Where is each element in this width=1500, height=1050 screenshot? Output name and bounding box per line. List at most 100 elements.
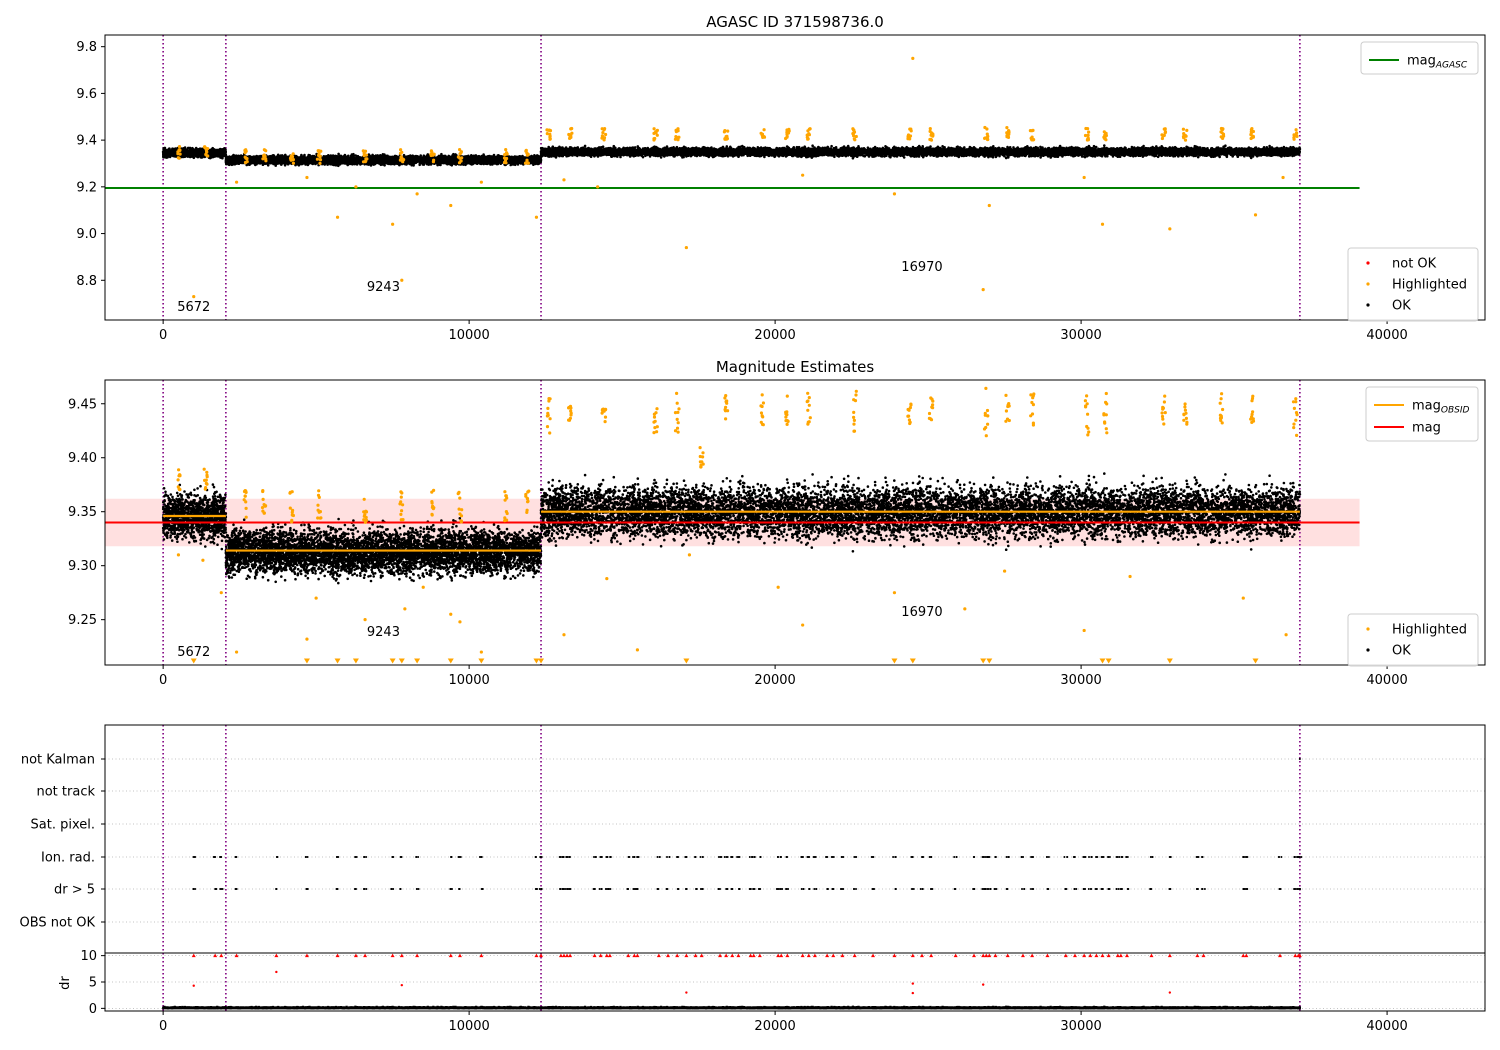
highlighted-point	[1161, 406, 1165, 410]
highlighted-point	[568, 416, 573, 420]
flag-point	[1195, 888, 1198, 890]
flag-point	[814, 856, 817, 858]
highlighted-point	[854, 393, 858, 397]
y-tick-label: 9.30	[68, 559, 97, 574]
highlighted-outlier	[421, 585, 425, 589]
highlighted-point	[1163, 131, 1167, 135]
highlighted-point	[1005, 126, 1009, 130]
dr-clipped-marker	[806, 953, 811, 958]
highlighted-point	[852, 429, 857, 433]
dr-clipped-marker	[353, 953, 358, 958]
highlighted-point	[505, 511, 509, 516]
highlighted-point	[652, 415, 657, 419]
highlighted-point	[1004, 409, 1009, 413]
highlighted-point	[1183, 138, 1188, 142]
highlighted-point	[401, 518, 405, 522]
highlighted-outlier	[687, 553, 692, 557]
highlighted-point	[176, 156, 180, 160]
highlighted-point	[906, 414, 910, 418]
flag-category-label: Sat. pixel.	[31, 818, 95, 833]
flag-point	[535, 856, 537, 858]
flag-point	[1118, 856, 1121, 858]
flag-point	[779, 888, 782, 890]
highlighted-outlier	[449, 612, 453, 616]
dr-clipped-marker	[831, 953, 836, 958]
dr-clipped-marker	[656, 953, 661, 958]
below-range-marker	[533, 658, 540, 664]
y-tick-label: 9.6	[76, 87, 97, 102]
flag-point	[1101, 888, 1104, 890]
flag-point	[568, 888, 571, 890]
flag-point	[987, 888, 990, 890]
flag-point	[1020, 856, 1023, 858]
flag-point	[605, 856, 608, 858]
highlighted-point	[1030, 412, 1035, 416]
highlighted-point	[1006, 403, 1010, 407]
obsid-label: 5672	[177, 645, 210, 660]
highlighted-point	[1292, 426, 1296, 430]
highlighted-point	[244, 515, 248, 519]
highlighted-outlier	[363, 618, 367, 622]
flag-point	[748, 888, 751, 890]
dr-clipped-marker	[539, 953, 544, 958]
highlighted-point	[1085, 138, 1089, 142]
flag-category-label: dr > 5	[54, 883, 95, 898]
dr-clipped-marker	[1094, 953, 1099, 958]
dr-clipped-marker	[1063, 953, 1068, 958]
flag-point	[1066, 856, 1069, 858]
flag-point	[365, 856, 368, 858]
flag-point	[1278, 888, 1281, 890]
highlighted-point	[603, 420, 607, 424]
dr-clipped-marker	[699, 953, 704, 958]
highlighted-point	[364, 510, 369, 514]
highlighted-point	[908, 406, 913, 410]
legend-line-label: magAGASC	[1407, 54, 1468, 71]
highlighted-outlier	[635, 648, 640, 652]
dr-clipped-marker	[993, 953, 998, 958]
flag-point	[1102, 856, 1105, 858]
flag-point	[1125, 856, 1128, 858]
flag-point	[212, 856, 215, 858]
y-tick-label: 9.8	[76, 40, 97, 55]
y-tick-label: 10	[80, 949, 97, 964]
x-tick-label: 30000	[1060, 673, 1101, 688]
flag-point	[415, 856, 418, 858]
highlighted-point	[398, 151, 403, 155]
dr-outlier	[192, 984, 195, 987]
dr-clipped-marker	[1149, 953, 1154, 958]
flag-point	[275, 856, 278, 858]
highlighted-point	[1030, 135, 1034, 139]
highlighted-point	[525, 508, 529, 512]
highlighted-point	[807, 133, 812, 137]
highlighted-point	[984, 434, 988, 438]
flag-point	[853, 888, 855, 890]
highlighted-point	[1294, 400, 1298, 404]
dr-clipped-marker	[304, 953, 309, 958]
legend-point-swatch	[1366, 282, 1370, 286]
flag-point	[391, 856, 394, 858]
highlighted-point	[1250, 412, 1254, 416]
flag-point	[235, 888, 237, 890]
dr-clipped-marker	[825, 953, 830, 958]
x-tick-label: 30000	[1060, 1019, 1101, 1034]
flag-point	[1300, 856, 1303, 858]
flag-point	[921, 856, 923, 858]
legend-point-swatch	[1366, 627, 1370, 631]
highlighted-point	[291, 158, 295, 162]
highlighted-point	[698, 446, 702, 450]
highlighted-outlier	[192, 295, 196, 299]
x-tick-label: 0	[159, 328, 167, 343]
highlighted-point	[317, 151, 321, 155]
highlighted-outlier	[403, 607, 407, 611]
highlighted-point	[1086, 133, 1090, 137]
highlighted-point	[600, 411, 604, 415]
highlighted-point	[604, 132, 608, 137]
flag-point	[1107, 856, 1109, 858]
flag-point	[677, 888, 680, 890]
highlighted-point	[1219, 130, 1223, 134]
below-range-marker	[190, 658, 197, 664]
highlighted-outlier	[354, 185, 358, 189]
flag-point	[558, 856, 561, 858]
flag-point	[730, 888, 733, 890]
highlighted-point	[178, 152, 182, 156]
